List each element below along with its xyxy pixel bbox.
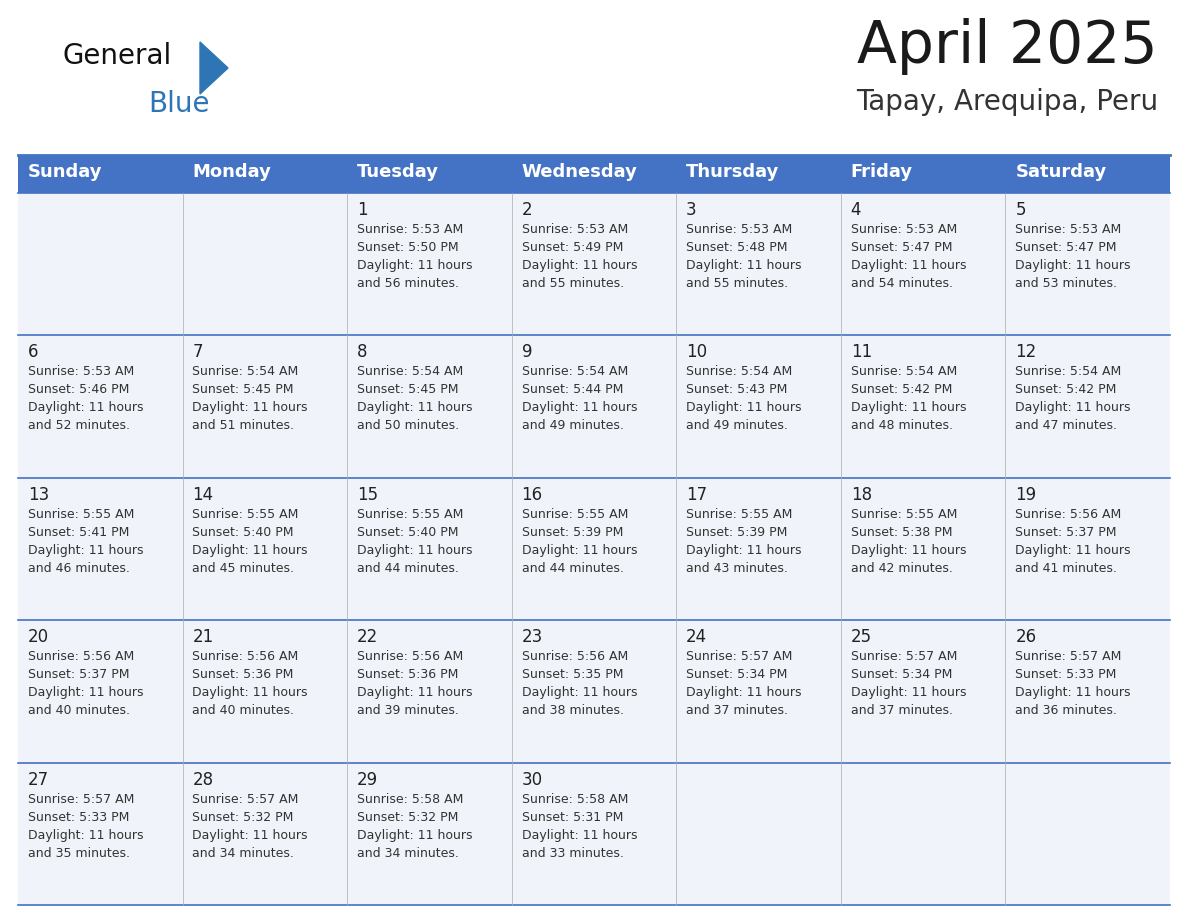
Text: Sunrise: 5:53 AM
Sunset: 5:48 PM
Daylight: 11 hours
and 55 minutes.: Sunrise: 5:53 AM Sunset: 5:48 PM Dayligh… [687,223,802,290]
Text: Sunrise: 5:57 AM
Sunset: 5:34 PM
Daylight: 11 hours
and 37 minutes.: Sunrise: 5:57 AM Sunset: 5:34 PM Dayligh… [687,650,802,717]
Text: Sunrise: 5:57 AM
Sunset: 5:33 PM
Daylight: 11 hours
and 36 minutes.: Sunrise: 5:57 AM Sunset: 5:33 PM Dayligh… [1016,650,1131,717]
Text: Sunrise: 5:55 AM
Sunset: 5:40 PM
Daylight: 11 hours
and 45 minutes.: Sunrise: 5:55 AM Sunset: 5:40 PM Dayligh… [192,508,308,575]
Text: 30: 30 [522,770,543,789]
Bar [18,155,1170,193]
Text: 29: 29 [358,770,378,789]
Text: Sunday: Sunday [27,163,102,181]
Text: 21: 21 [192,628,214,646]
Text: 18: 18 [851,486,872,504]
Text: Tapay, Arequipa, Peru: Tapay, Arequipa, Peru [855,88,1158,116]
Text: 17: 17 [687,486,707,504]
Text: Tuesday: Tuesday [358,163,440,181]
Text: 1: 1 [358,201,367,219]
Text: Sunrise: 5:55 AM
Sunset: 5:41 PM
Daylight: 11 hours
and 46 minutes.: Sunrise: 5:55 AM Sunset: 5:41 PM Dayligh… [27,508,144,575]
Text: 25: 25 [851,628,872,646]
Polygon shape [200,42,228,94]
Text: 5: 5 [1016,201,1025,219]
Bar [18,763,1170,905]
Text: Monday: Monday [192,163,271,181]
Text: Sunrise: 5:54 AM
Sunset: 5:42 PM
Daylight: 11 hours
and 48 minutes.: Sunrise: 5:54 AM Sunset: 5:42 PM Dayligh… [851,365,966,432]
Text: Sunrise: 5:53 AM
Sunset: 5:47 PM
Daylight: 11 hours
and 54 minutes.: Sunrise: 5:53 AM Sunset: 5:47 PM Dayligh… [851,223,966,290]
Text: Sunrise: 5:56 AM
Sunset: 5:36 PM
Daylight: 11 hours
and 39 minutes.: Sunrise: 5:56 AM Sunset: 5:36 PM Dayligh… [358,650,473,717]
Text: Sunrise: 5:57 AM
Sunset: 5:34 PM
Daylight: 11 hours
and 37 minutes.: Sunrise: 5:57 AM Sunset: 5:34 PM Dayligh… [851,650,966,717]
Text: Sunrise: 5:58 AM
Sunset: 5:32 PM
Daylight: 11 hours
and 34 minutes.: Sunrise: 5:58 AM Sunset: 5:32 PM Dayligh… [358,792,473,859]
Text: 26: 26 [1016,628,1036,646]
Text: Saturday: Saturday [1016,163,1106,181]
Bar [18,477,1170,621]
Text: 15: 15 [358,486,378,504]
Text: Blue: Blue [148,90,209,118]
Text: Sunrise: 5:57 AM
Sunset: 5:32 PM
Daylight: 11 hours
and 34 minutes.: Sunrise: 5:57 AM Sunset: 5:32 PM Dayligh… [192,792,308,859]
Text: Sunrise: 5:56 AM
Sunset: 5:36 PM
Daylight: 11 hours
and 40 minutes.: Sunrise: 5:56 AM Sunset: 5:36 PM Dayligh… [192,650,308,717]
Text: Sunrise: 5:54 AM
Sunset: 5:45 PM
Daylight: 11 hours
and 50 minutes.: Sunrise: 5:54 AM Sunset: 5:45 PM Dayligh… [358,365,473,432]
Text: Thursday: Thursday [687,163,779,181]
Bar [18,621,1170,763]
Text: Sunrise: 5:54 AM
Sunset: 5:42 PM
Daylight: 11 hours
and 47 minutes.: Sunrise: 5:54 AM Sunset: 5:42 PM Dayligh… [1016,365,1131,432]
Text: 16: 16 [522,486,543,504]
Text: 8: 8 [358,343,367,362]
Text: Sunrise: 5:54 AM
Sunset: 5:45 PM
Daylight: 11 hours
and 51 minutes.: Sunrise: 5:54 AM Sunset: 5:45 PM Dayligh… [192,365,308,432]
Text: Sunrise: 5:53 AM
Sunset: 5:49 PM
Daylight: 11 hours
and 55 minutes.: Sunrise: 5:53 AM Sunset: 5:49 PM Dayligh… [522,223,637,290]
Text: Sunrise: 5:58 AM
Sunset: 5:31 PM
Daylight: 11 hours
and 33 minutes.: Sunrise: 5:58 AM Sunset: 5:31 PM Dayligh… [522,792,637,859]
Text: 28: 28 [192,770,214,789]
Text: Sunrise: 5:55 AM
Sunset: 5:40 PM
Daylight: 11 hours
and 44 minutes.: Sunrise: 5:55 AM Sunset: 5:40 PM Dayligh… [358,508,473,575]
Text: Sunrise: 5:56 AM
Sunset: 5:37 PM
Daylight: 11 hours
and 40 minutes.: Sunrise: 5:56 AM Sunset: 5:37 PM Dayligh… [27,650,144,717]
Text: General: General [62,42,171,70]
Text: 20: 20 [27,628,49,646]
Text: 22: 22 [358,628,378,646]
Text: Wednesday: Wednesday [522,163,638,181]
Text: Sunrise: 5:56 AM
Sunset: 5:37 PM
Daylight: 11 hours
and 41 minutes.: Sunrise: 5:56 AM Sunset: 5:37 PM Dayligh… [1016,508,1131,575]
Text: Sunrise: 5:53 AM
Sunset: 5:46 PM
Daylight: 11 hours
and 52 minutes.: Sunrise: 5:53 AM Sunset: 5:46 PM Dayligh… [27,365,144,432]
Text: Sunrise: 5:57 AM
Sunset: 5:33 PM
Daylight: 11 hours
and 35 minutes.: Sunrise: 5:57 AM Sunset: 5:33 PM Dayligh… [27,792,144,859]
Text: Sunrise: 5:55 AM
Sunset: 5:39 PM
Daylight: 11 hours
and 43 minutes.: Sunrise: 5:55 AM Sunset: 5:39 PM Dayligh… [687,508,802,575]
Text: Sunrise: 5:54 AM
Sunset: 5:44 PM
Daylight: 11 hours
and 49 minutes.: Sunrise: 5:54 AM Sunset: 5:44 PM Dayligh… [522,365,637,432]
Text: 9: 9 [522,343,532,362]
Text: 3: 3 [687,201,697,219]
Text: Sunrise: 5:56 AM
Sunset: 5:35 PM
Daylight: 11 hours
and 38 minutes.: Sunrise: 5:56 AM Sunset: 5:35 PM Dayligh… [522,650,637,717]
Bar [18,193,1170,335]
Text: 11: 11 [851,343,872,362]
Text: 2: 2 [522,201,532,219]
Text: 23: 23 [522,628,543,646]
Text: Sunrise: 5:54 AM
Sunset: 5:43 PM
Daylight: 11 hours
and 49 minutes.: Sunrise: 5:54 AM Sunset: 5:43 PM Dayligh… [687,365,802,432]
Text: Friday: Friday [851,163,912,181]
Text: 7: 7 [192,343,203,362]
Text: Sunrise: 5:55 AM
Sunset: 5:39 PM
Daylight: 11 hours
and 44 minutes.: Sunrise: 5:55 AM Sunset: 5:39 PM Dayligh… [522,508,637,575]
Text: 13: 13 [27,486,49,504]
Text: Sunrise: 5:55 AM
Sunset: 5:38 PM
Daylight: 11 hours
and 42 minutes.: Sunrise: 5:55 AM Sunset: 5:38 PM Dayligh… [851,508,966,575]
Text: 19: 19 [1016,486,1036,504]
Text: 24: 24 [687,628,707,646]
Text: April 2025: April 2025 [858,18,1158,75]
Text: 10: 10 [687,343,707,362]
Text: 6: 6 [27,343,38,362]
Text: Sunrise: 5:53 AM
Sunset: 5:50 PM
Daylight: 11 hours
and 56 minutes.: Sunrise: 5:53 AM Sunset: 5:50 PM Dayligh… [358,223,473,290]
Text: Sunrise: 5:53 AM
Sunset: 5:47 PM
Daylight: 11 hours
and 53 minutes.: Sunrise: 5:53 AM Sunset: 5:47 PM Dayligh… [1016,223,1131,290]
Text: 14: 14 [192,486,214,504]
Text: 12: 12 [1016,343,1037,362]
Text: 27: 27 [27,770,49,789]
Bar [18,335,1170,477]
Text: 4: 4 [851,201,861,219]
